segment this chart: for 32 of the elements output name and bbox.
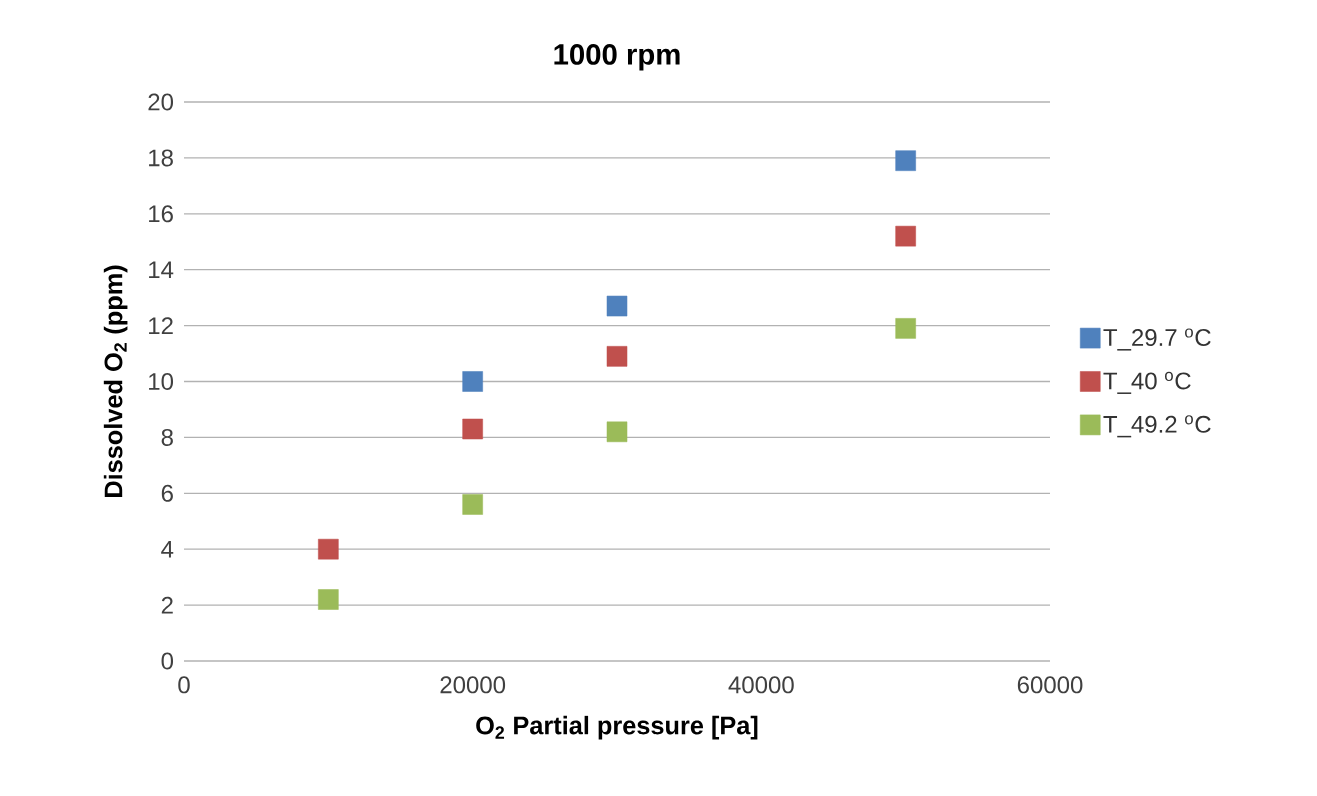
y-tick-label: 6 — [161, 484, 173, 502]
point — [462, 418, 483, 440]
chart-title: 1000 rpm — [554, 44, 680, 71]
legend-label: T_29.7 $^{o}$C — [1103, 328, 1211, 351]
y-tick-label: 16 — [149, 205, 173, 223]
x-tick-label: 20000 — [440, 676, 506, 694]
y-tick-label: 14 — [149, 261, 174, 278]
x-axis-title: O$_{2}$ Partial pressure [Pa] — [476, 715, 758, 740]
legend-label: T_40 $^{o}$C — [1103, 371, 1191, 394]
point — [462, 494, 483, 515]
point — [606, 295, 628, 317]
y-tick-label: 10 — [149, 372, 174, 390]
point — [606, 421, 628, 443]
point — [895, 225, 916, 247]
point — [318, 589, 339, 610]
y-tick-label: 8 — [161, 428, 173, 446]
point — [895, 318, 916, 339]
point — [462, 371, 483, 392]
point — [895, 150, 916, 171]
y-axis-title: Dissolved O$_{2}$ (ppm) — [103, 265, 128, 497]
y-tick-label: 0 — [161, 652, 174, 670]
x-tick-label: 40000 — [728, 676, 794, 694]
y-tick-label: 18 — [149, 149, 173, 167]
y-tick-label: 20 — [148, 93, 174, 111]
y-tick-label: 2 — [161, 596, 173, 614]
y-tick-label: 12 — [149, 317, 173, 334]
point — [606, 346, 628, 367]
legend-label: T_49.2 $^{o}$C — [1103, 415, 1211, 438]
x-tick-label: 60000 — [1017, 676, 1083, 694]
x-tick-label: 0 — [178, 676, 190, 694]
y-tick-label: 4 — [161, 540, 174, 558]
point — [318, 538, 339, 560]
